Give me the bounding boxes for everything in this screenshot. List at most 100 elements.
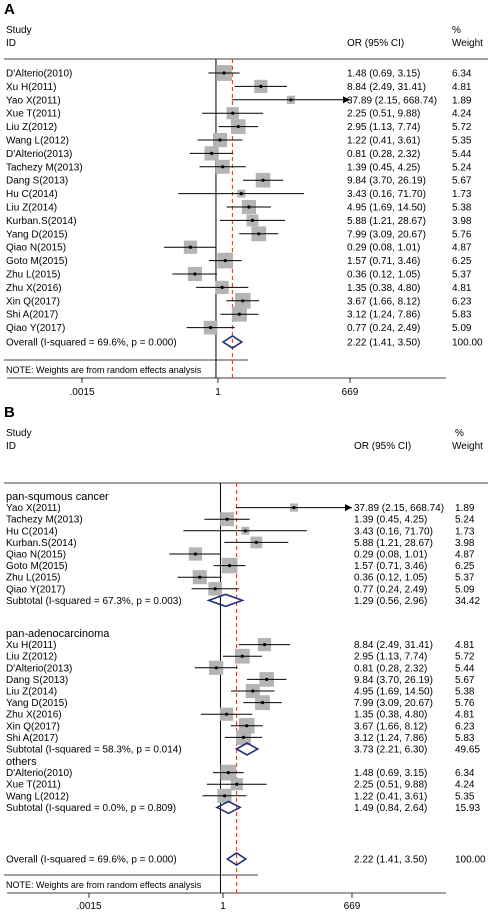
study-name: Qiao N(2015)	[6, 243, 66, 254]
study-name: Liu Z(2014)	[6, 687, 57, 698]
study-or-ci: 0.36 (0.12, 1.05)	[347, 270, 420, 281]
study-point-estimate	[220, 285, 224, 289]
study-or-ci: 8.84 (2.49, 31.41)	[347, 82, 426, 93]
panel-a-label: A	[4, 1, 15, 18]
study-point-estimate	[218, 138, 222, 142]
study-or-ci: 8.84 (2.49, 31.41)	[354, 640, 433, 651]
study-or-ci: 7.99 (3.09, 20.67)	[354, 698, 433, 709]
subtotal-or-ci: 3.73 (2.21, 6.30)	[354, 745, 427, 756]
study-weight: 5.44	[452, 149, 472, 160]
panel-a-header-study: Study	[6, 25, 32, 36]
study-weight: 6.23	[455, 721, 475, 732]
study-or-ci: 3.43 (0.16, 71.70)	[354, 526, 433, 537]
study-name: Yang D(2015)	[6, 698, 68, 709]
study-weight: 1.73	[452, 189, 472, 200]
study-name: Tachezy M(2013)	[6, 515, 83, 526]
study-name: Tachezy M(2013)	[6, 162, 83, 173]
panel-b-header-study: Study	[6, 428, 32, 439]
study-point-estimate	[221, 165, 225, 169]
study-weight: 4.24	[452, 109, 472, 120]
panel-b-tick-label-ref: 1	[220, 901, 226, 912]
subgroup-heading: pan-adenocarcinoma	[6, 628, 110, 640]
overall-weight: 100.00	[452, 338, 483, 349]
panel-a-plot-area: D'Alterio(2010) 1.48 (0.69, 3.15) 6.34 Xu H…	[6, 59, 483, 378]
study-or-ci: 1.35 (0.38, 4.80)	[354, 710, 427, 721]
study-point-estimate	[210, 151, 214, 155]
study-point-estimate	[241, 299, 245, 303]
study-name: Liu Z(2014)	[6, 203, 57, 214]
subgroup-heading: pan-squmous cancer	[6, 491, 109, 503]
study-weight: 5.72	[455, 652, 475, 663]
study-point-estimate	[251, 689, 255, 693]
study-or-ci: 2.95 (1.13, 7.74)	[347, 122, 420, 133]
study-name: Dang S(2013)	[6, 675, 68, 686]
study-point-estimate	[260, 701, 265, 705]
study-weight: 5.67	[455, 675, 475, 686]
study-name: Kurban.S(2014)	[6, 216, 77, 227]
study-name: Zhu X(2016)	[6, 710, 62, 721]
study-weight: 5.83	[452, 310, 472, 321]
study-point-estimate	[226, 771, 230, 775]
study-point-estimate	[193, 552, 198, 556]
panel-a-tick-label-low: .0015	[69, 387, 94, 398]
study-ci-arrow-icon	[342, 96, 350, 104]
study-point-estimate	[225, 517, 229, 521]
study-point-estimate	[262, 643, 267, 647]
panel-b-note: NOTE: Weights are from random effects an…	[6, 880, 202, 890]
study-name: Yao X(2011)	[6, 503, 61, 514]
study-name: Liu Z(2012)	[6, 652, 57, 663]
study-weight: 4.87	[455, 550, 475, 561]
study-or-ci: 4.95 (1.69, 14.50)	[347, 203, 426, 214]
study-point-estimate	[222, 71, 226, 75]
study-point-estimate	[250, 218, 255, 222]
panel-b-header-weight: Weight	[452, 441, 483, 452]
study-or-ci: 2.95 (1.13, 7.74)	[354, 652, 427, 663]
study-or-ci: 1.57 (0.71, 3.46)	[347, 256, 420, 267]
study-name: Zhu L(2015)	[6, 270, 60, 281]
study-point-estimate	[254, 540, 258, 545]
study-weight: 5.09	[455, 584, 475, 595]
study-ci-arrow-icon	[344, 504, 352, 512]
study-name: Xue T(2011)	[6, 109, 61, 120]
overall-diamond	[225, 852, 248, 866]
study-weight: 6.23	[452, 296, 472, 307]
panel-a-header-or: OR (95% CI)	[347, 38, 404, 49]
study-name: Yao X(2011)	[6, 95, 61, 106]
subtotal-diamond	[215, 800, 242, 815]
study-point-estimate	[243, 529, 247, 533]
study-or-ci: 3.67 (1.66, 8.12)	[347, 296, 420, 307]
overall-or-ci: 2.22 (1.41, 3.50)	[354, 855, 427, 866]
panel-a-header-weight: Weight	[452, 38, 483, 49]
study-weight: 5.37	[452, 270, 472, 281]
subtotal-label: Subtotal (I-squared = 58.3%, p = 0.014)	[6, 745, 182, 756]
study-point-estimate	[214, 666, 218, 670]
study-or-ci: 2.25 (0.51, 9.88)	[347, 109, 420, 120]
study-name: Qiao Y(2017)	[6, 584, 65, 595]
panel-a-header-percent: %	[452, 25, 461, 36]
study-or-ci: 1.48 (0.69, 3.15)	[347, 69, 420, 80]
study-weight: 5.09	[452, 323, 472, 334]
study-weight: 5.38	[455, 687, 475, 698]
study-or-ci: 1.48 (0.69, 3.15)	[354, 768, 427, 779]
panel-b-header-id: ID	[6, 441, 16, 452]
study-weight: 6.25	[452, 256, 472, 267]
subtotal-label: Subtotal (I-squared = 0.0%, p = 0.809)	[6, 803, 176, 814]
subtotal-weight: 49.65	[455, 745, 480, 756]
study-weight: 4.24	[455, 780, 475, 791]
study-or-ci: 1.39 (0.45, 4.25)	[347, 162, 420, 173]
panel-b-tick-label-high: 669	[344, 901, 361, 912]
study-point-estimate	[208, 326, 213, 330]
study-point-estimate	[240, 654, 244, 658]
study-weight: 6.34	[455, 768, 475, 779]
study-weight: 4.81	[452, 283, 472, 294]
study-weight: 3.98	[452, 216, 472, 227]
study-weight: 5.44	[455, 663, 475, 674]
study-point-estimate	[223, 259, 227, 263]
study-weight: 5.24	[452, 162, 472, 173]
study-or-ci: 9.84 (3.70, 26.19)	[347, 176, 426, 187]
study-point-estimate	[289, 98, 293, 102]
study-weight: 5.35	[452, 136, 472, 147]
study-weight: 5.67	[452, 176, 472, 187]
study-point-estimate	[222, 794, 227, 798]
study-weight: 3.98	[455, 538, 475, 549]
